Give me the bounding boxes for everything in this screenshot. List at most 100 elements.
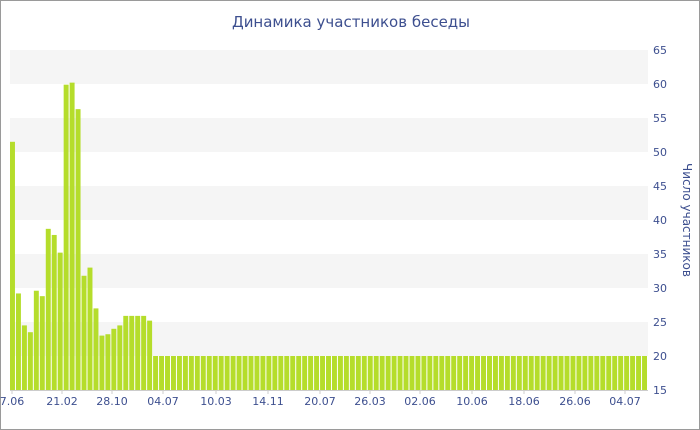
bar — [81, 275, 87, 390]
y-tick-label: 35 — [653, 248, 667, 261]
grid-bands — [10, 50, 648, 356]
bar — [10, 141, 15, 390]
bar — [564, 356, 570, 390]
bar — [343, 356, 349, 390]
bar — [218, 356, 224, 390]
bar — [45, 228, 51, 390]
bar — [433, 356, 439, 390]
y-tick-label: 15 — [653, 384, 667, 397]
bar — [111, 328, 117, 390]
bar — [272, 356, 278, 390]
x-tick-label: 10.03 — [200, 395, 232, 408]
bar — [141, 315, 147, 390]
bar — [534, 356, 540, 390]
bar — [642, 356, 647, 390]
x-tick-label: 14.11 — [252, 395, 284, 408]
x-tick-label: 04.07 — [609, 395, 641, 408]
bar — [129, 315, 135, 390]
x-tick-label: 10.06 — [456, 395, 488, 408]
bar — [27, 332, 33, 390]
x-tick-label: 26.03 — [354, 395, 386, 408]
bar — [385, 356, 391, 390]
bar — [51, 234, 57, 390]
grid-band — [10, 186, 648, 220]
bar — [159, 356, 165, 390]
bar — [147, 320, 153, 390]
bar — [165, 356, 170, 390]
bar — [69, 82, 75, 390]
bar — [314, 356, 320, 390]
bar — [457, 356, 463, 390]
bar — [242, 356, 248, 390]
bar — [451, 356, 457, 390]
grid-band — [10, 254, 648, 288]
bar — [308, 356, 314, 390]
grid-band — [10, 322, 648, 356]
bar — [170, 356, 176, 390]
bar — [540, 356, 546, 390]
bar — [153, 356, 159, 390]
bar — [236, 356, 242, 390]
bar — [278, 356, 284, 390]
y-axis-title: Число участников — [680, 163, 694, 277]
bar — [206, 356, 212, 390]
bar — [588, 356, 594, 390]
x-tick-label: 26.06 — [559, 395, 591, 408]
bar — [290, 356, 296, 390]
bar — [176, 356, 182, 390]
bar — [361, 356, 367, 390]
bar — [600, 356, 606, 390]
bar — [379, 356, 385, 390]
bar — [75, 109, 81, 390]
bar — [498, 356, 504, 390]
grid-band — [10, 118, 648, 152]
bar — [570, 356, 576, 390]
bar — [105, 334, 111, 390]
bar — [117, 325, 123, 390]
bar — [594, 356, 600, 390]
bar — [248, 356, 254, 390]
bar — [254, 356, 260, 390]
bar — [463, 356, 469, 390]
bar — [576, 356, 582, 390]
bar — [510, 356, 516, 390]
x-tick-label: 04.07 — [147, 395, 179, 408]
bar — [331, 356, 337, 390]
y-tick-label: 40 — [653, 214, 667, 227]
bar — [230, 356, 236, 390]
bar — [266, 356, 272, 390]
y-tick-label: 45 — [653, 180, 667, 193]
y-tick-label: 20 — [653, 350, 667, 363]
bar — [39, 296, 45, 390]
bar — [415, 356, 421, 390]
bar — [373, 356, 379, 390]
y-tick-label: 60 — [653, 78, 667, 91]
bar — [296, 356, 302, 390]
bar — [367, 356, 373, 390]
y-tick-label: 55 — [653, 112, 667, 125]
bar — [439, 356, 445, 390]
bar — [546, 356, 552, 390]
bar — [194, 356, 200, 390]
bar — [326, 356, 331, 390]
bar — [487, 356, 492, 390]
bar — [606, 356, 612, 390]
bar — [355, 356, 361, 390]
bar — [200, 356, 206, 390]
chart-title: Динамика участников беседы — [231, 13, 471, 31]
x-tick-label: 20.07 — [304, 395, 336, 408]
x-tick-label: 7.06 — [0, 395, 24, 408]
bar-series — [10, 82, 647, 391]
bar — [612, 356, 618, 390]
bar — [558, 356, 564, 390]
bar — [445, 356, 451, 390]
bar — [349, 356, 355, 390]
bar — [522, 356, 528, 390]
bar — [123, 315, 129, 390]
bar — [403, 356, 409, 390]
bar — [302, 356, 308, 390]
x-axis-ticks: 7.06 21.02 28.10 04.07 10.03 14.11 20.07 26.03 0… — [0, 390, 641, 408]
bar — [87, 267, 93, 390]
x-tick-label: 21.02 — [46, 395, 78, 408]
y-axis-ticks: 15 20 25 30 35 40 45 50 55 60 65 — [653, 44, 667, 397]
